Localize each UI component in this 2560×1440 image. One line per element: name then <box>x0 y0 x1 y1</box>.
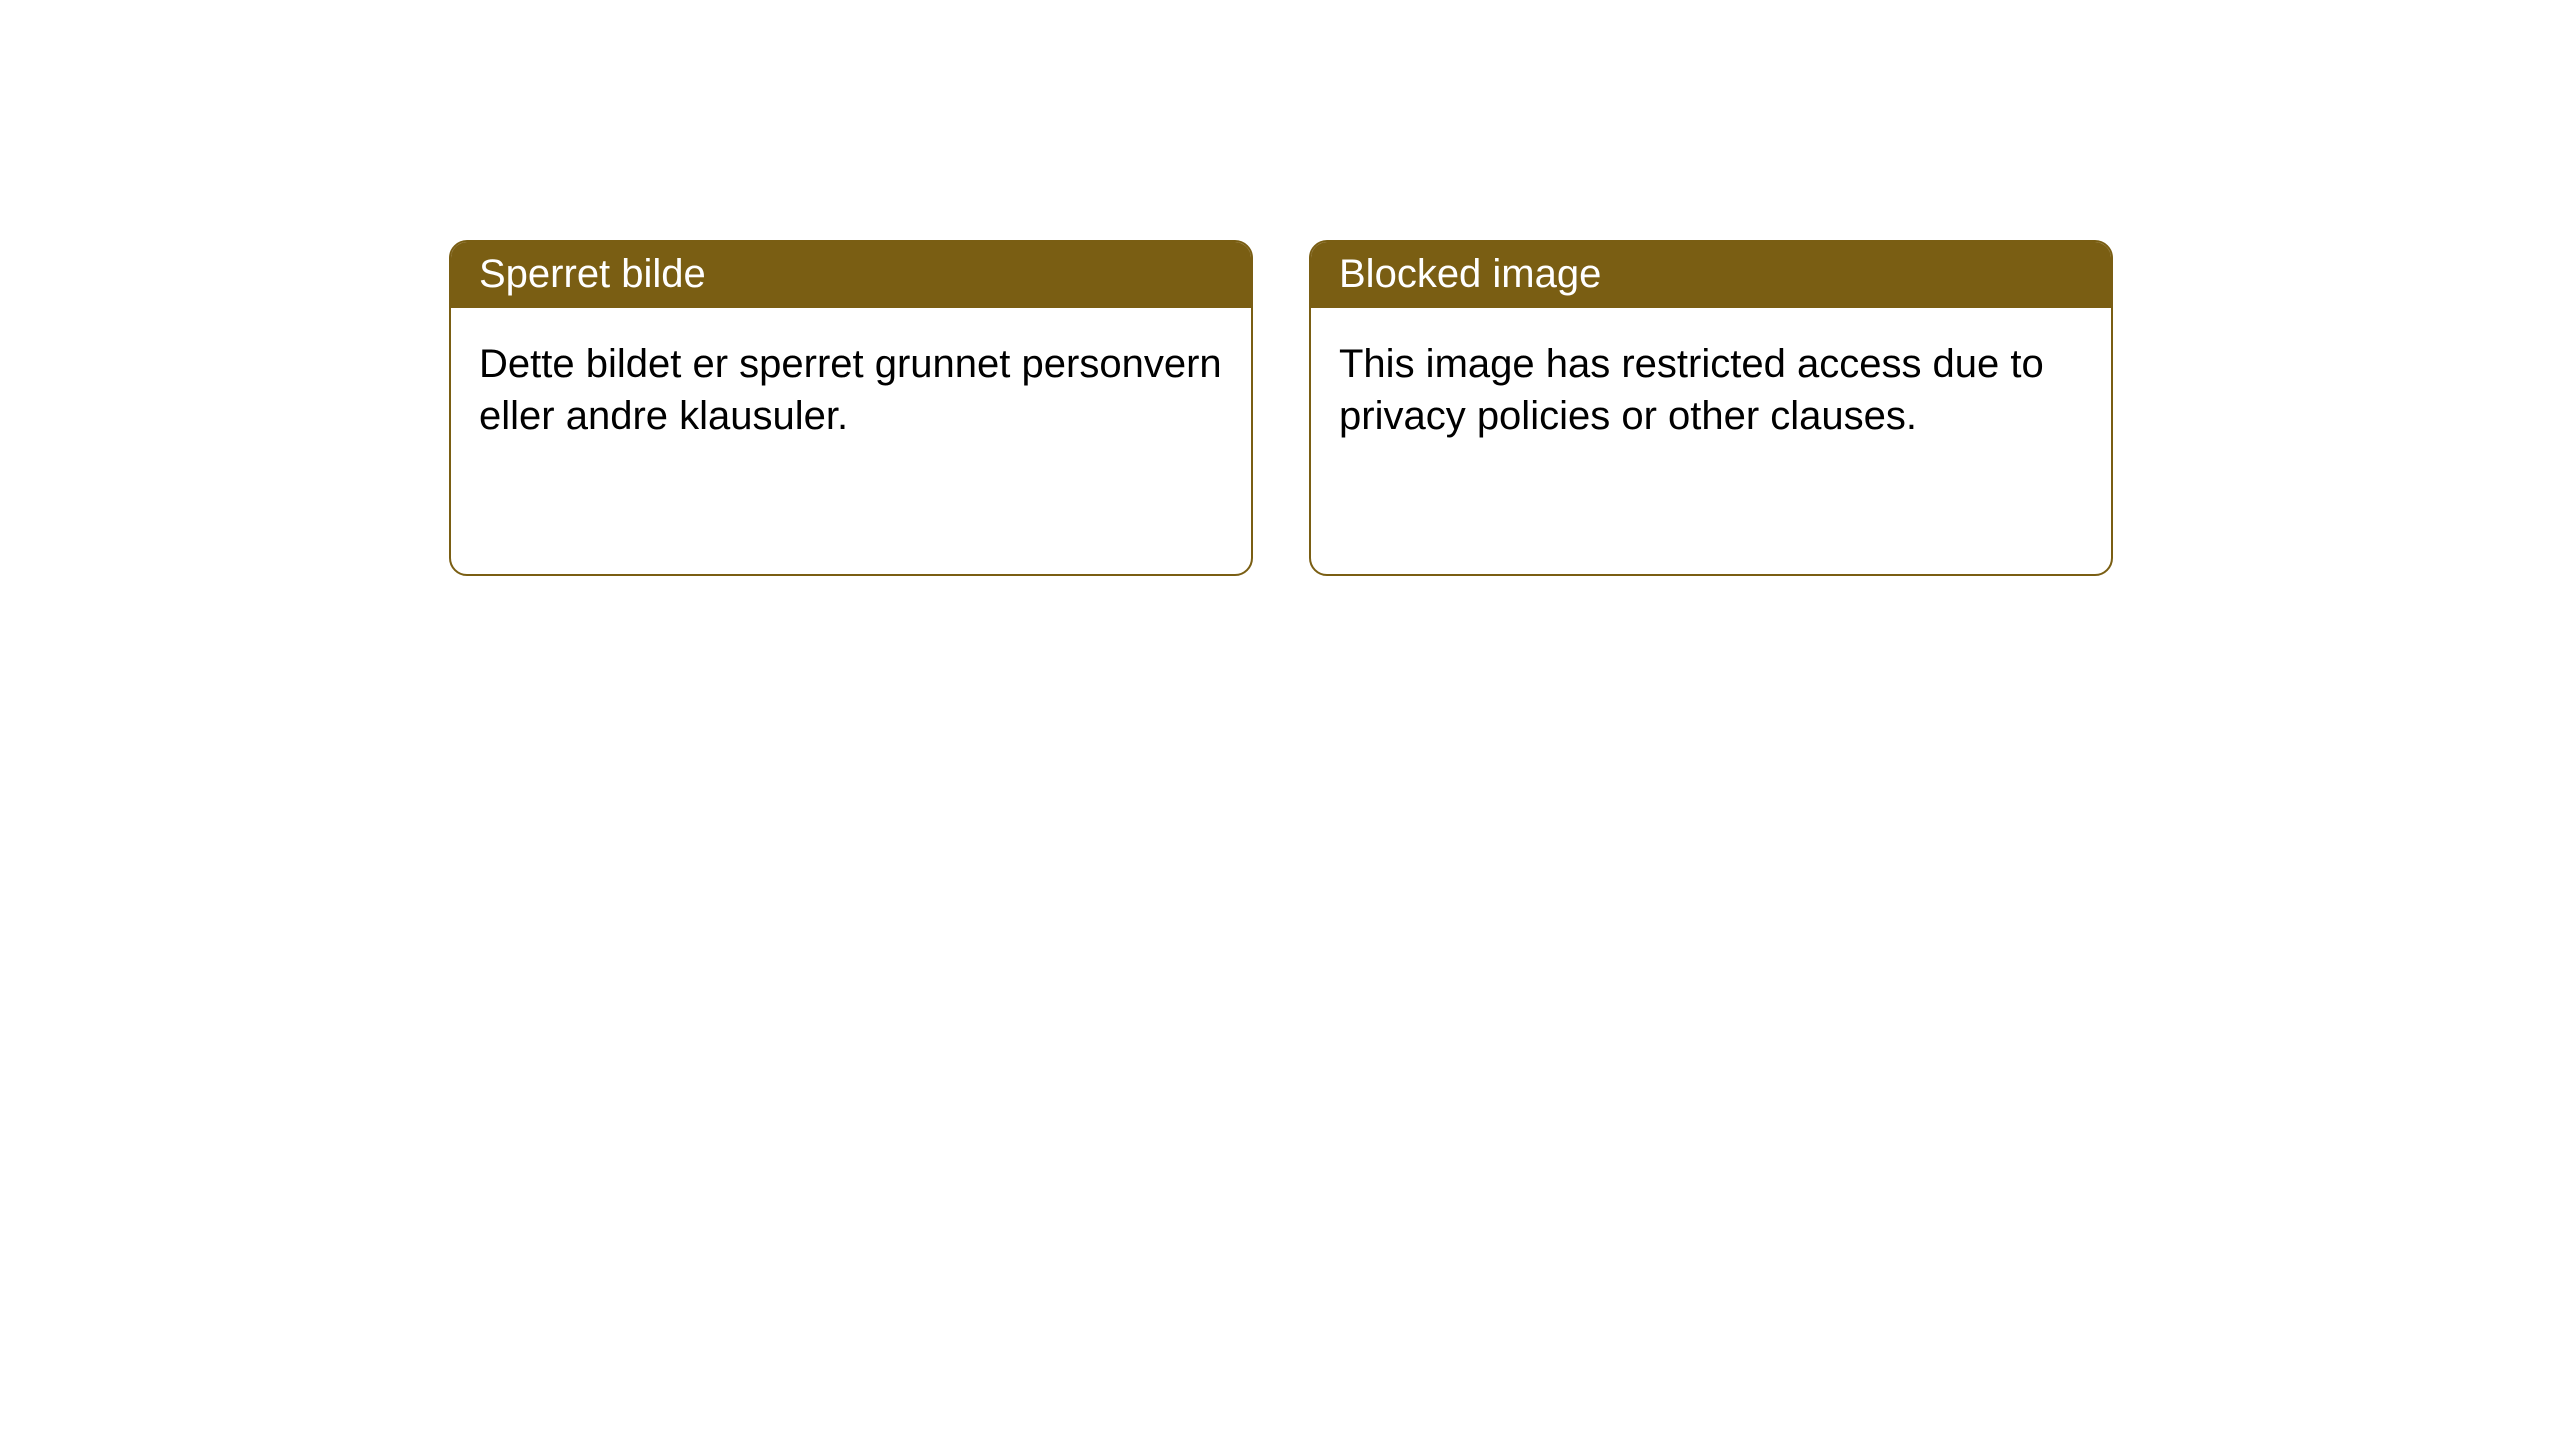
notice-header: Sperret bilde <box>451 242 1251 308</box>
notice-box-english: Blocked image This image has restricted … <box>1309 240 2113 576</box>
notice-body: This image has restricted access due to … <box>1311 308 2111 472</box>
notice-container: Sperret bilde Dette bildet er sperret gr… <box>0 0 2560 576</box>
notice-header: Blocked image <box>1311 242 2111 308</box>
notice-body: Dette bildet er sperret grunnet personve… <box>451 308 1251 472</box>
notice-box-norwegian: Sperret bilde Dette bildet er sperret gr… <box>449 240 1253 576</box>
